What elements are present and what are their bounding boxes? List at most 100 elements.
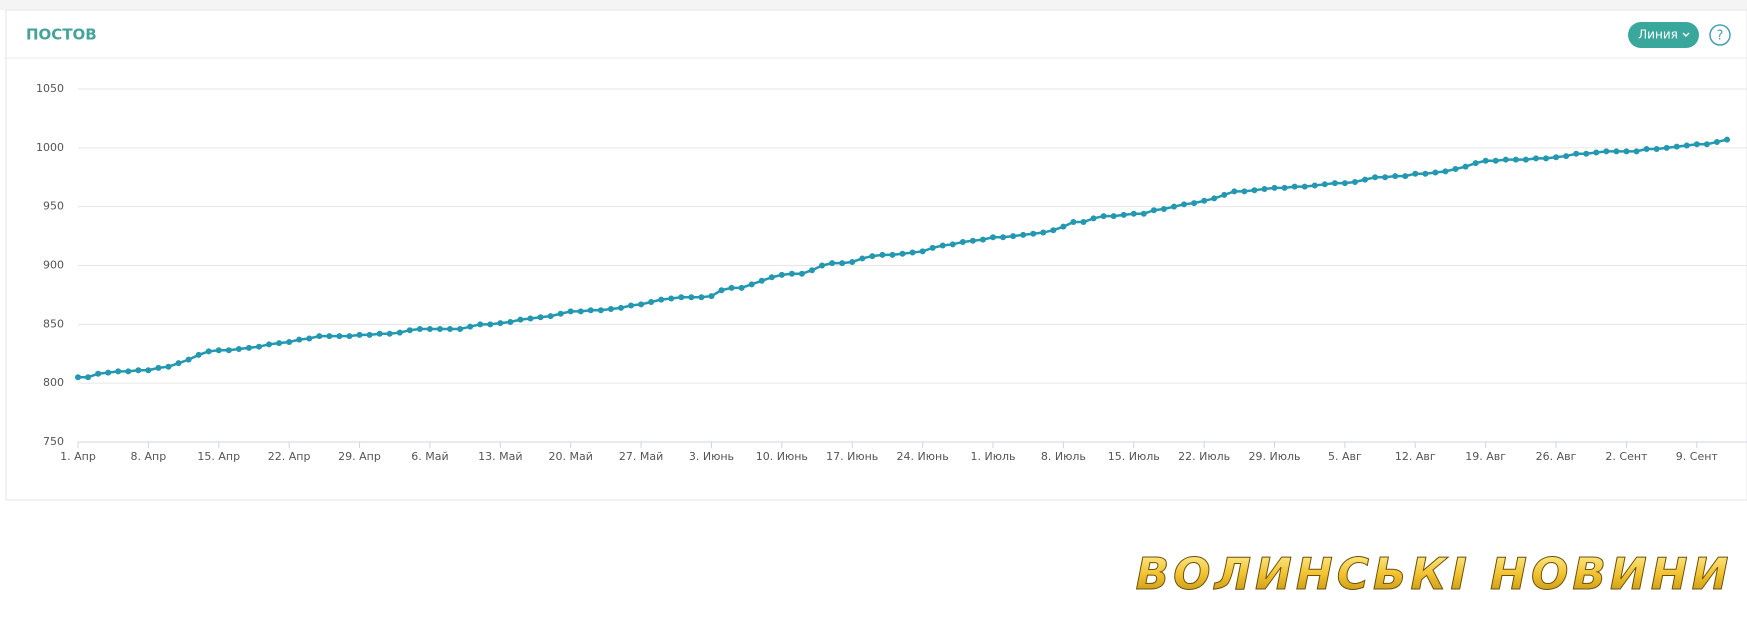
point [718,287,725,294]
x-tick-label: 8. Апр [131,450,167,463]
point [859,255,866,262]
point [497,320,504,327]
point [1613,148,1620,155]
point [1341,180,1348,187]
point [507,318,514,325]
point [1422,170,1429,177]
point [1482,157,1489,164]
help-button[interactable] [1709,24,1731,46]
point [1382,174,1389,181]
point [879,251,886,258]
y-tick-label: 850 [43,317,64,330]
point [788,270,795,277]
help-icon[interactable]: ? [1717,29,1724,44]
point [849,258,856,265]
point [1402,173,1409,180]
point [1573,150,1580,157]
point [306,335,313,342]
point [607,306,614,313]
point [215,347,222,354]
point [1593,149,1600,156]
type-button-label[interactable]: Линия [1638,28,1678,42]
x-tick-label: 1. Июль [970,450,1015,463]
point [1362,176,1369,183]
point [1321,181,1328,188]
point [1663,144,1670,151]
point [316,333,323,340]
point [145,367,152,374]
point [1150,207,1157,214]
point [396,329,403,336]
point [245,344,252,351]
point [1703,141,1710,148]
point [959,238,966,245]
point [75,374,81,381]
point [205,348,212,355]
point [1683,142,1690,149]
point [758,277,765,284]
x-tick-label: 2. Сент [1605,450,1648,463]
x-tick-label: 12. Авг [1395,450,1436,463]
x-tick-label: 15. Июль [1108,450,1160,463]
point [1633,148,1640,155]
point [919,248,926,255]
point [557,310,564,317]
x-tick-label: 1. Апр [60,450,96,463]
point [567,308,574,315]
x-tick-label: 22. Апр [268,450,311,463]
point [1673,143,1680,150]
x-tick-label: 10. Июнь [756,450,808,463]
point [175,360,182,367]
point [1583,150,1590,157]
point [255,343,262,350]
point [798,270,805,277]
point [768,274,775,281]
point [1000,234,1007,241]
point [165,363,172,370]
x-tick-label: 15. Апр [197,450,240,463]
point [809,267,816,274]
point [1090,215,1097,222]
point [416,326,423,333]
x-tick-label: 29. Июль [1249,450,1301,463]
point [195,351,202,358]
point [125,368,132,375]
x-tick-label: 24. Июнь [897,450,949,463]
point [1201,197,1208,204]
x-tick-label: 8. Июль [1041,450,1086,463]
point [115,368,122,375]
point [708,293,715,300]
point [899,250,906,257]
type-button[interactable] [1628,22,1699,48]
point [1653,146,1660,153]
point [748,281,755,288]
point [1241,188,1248,195]
point [1100,213,1107,220]
point [1170,203,1177,210]
x-tick-label: 20. Май [549,450,593,463]
x-tick-label: 27. Май [619,450,663,463]
point [1261,186,1268,193]
point [346,333,353,340]
point [406,327,413,334]
point [969,237,976,244]
point [457,326,464,333]
point [527,315,534,322]
x-tick-label: 6. Май [411,450,448,463]
point [1693,141,1700,148]
point [447,326,454,333]
point [1040,229,1047,236]
point [517,316,524,323]
point [1281,184,1288,191]
point [1251,187,1258,194]
point [1070,218,1077,225]
point [1291,183,1298,190]
point [829,260,836,267]
point [587,307,594,314]
point [1030,230,1037,237]
point [1713,138,1720,145]
point [185,356,192,363]
point [929,244,936,251]
